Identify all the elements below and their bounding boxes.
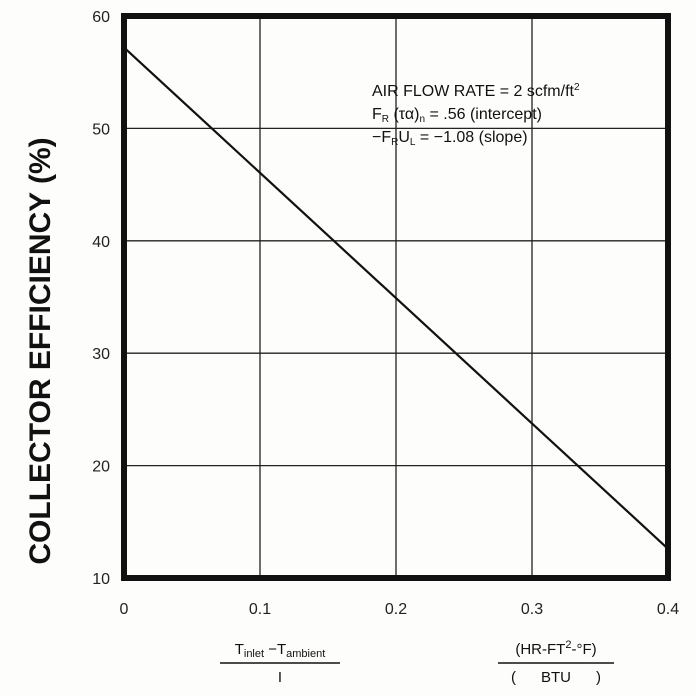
x-label-fraction-denominator: I (278, 669, 282, 686)
annotation-line: −FRUL = −1.08 (slope) (372, 129, 528, 148)
x-label-fraction-numerator: Tinlet −Tambient (235, 641, 326, 660)
x-tick-labels: 0 0.1 0.2 0.3 0.4 (120, 601, 680, 618)
grid-lines (124, 16, 668, 578)
y-tick-label: 40 (92, 234, 110, 251)
annotation-line: FR (τα)n = .56 (intercept) (372, 106, 542, 125)
efficiency-line (123, 46, 669, 550)
annotation-block: AIR FLOW RATE = 2 scfm/ft2 FR (τα)n = .56… (372, 82, 580, 148)
x-tick-label: 0.1 (249, 601, 271, 618)
x-tick-label: 0.4 (657, 601, 679, 618)
x-tick-label: 0.3 (521, 601, 543, 618)
x-tick-label: 0 (120, 601, 129, 618)
x-axis-label-units: (HR-FT2-°F) ( BTU ) (498, 639, 614, 686)
x-tick-label: 0.2 (385, 601, 407, 618)
annotation-line: AIR FLOW RATE = 2 scfm/ft2 (372, 82, 580, 100)
y-tick-label: 30 (92, 346, 110, 363)
x-axis-label-fraction: Tinlet −Tambient I (220, 641, 340, 686)
y-axis-label: COLLECTOR EFFICIENCY (%) (24, 137, 57, 564)
y-tick-label: 10 (92, 571, 110, 588)
y-tick-label: 50 (92, 121, 110, 138)
plot-frame (121, 13, 671, 581)
y-tick-labels: 10 20 30 40 50 60 (92, 9, 110, 588)
y-tick-label: 60 (92, 9, 110, 26)
y-tick-label: 20 (92, 459, 110, 476)
series-lines (123, 46, 669, 550)
x-label-units-denominator: ( BTU ) (511, 669, 601, 686)
x-label-units-numerator: (HR-FT2-°F) (515, 639, 596, 658)
